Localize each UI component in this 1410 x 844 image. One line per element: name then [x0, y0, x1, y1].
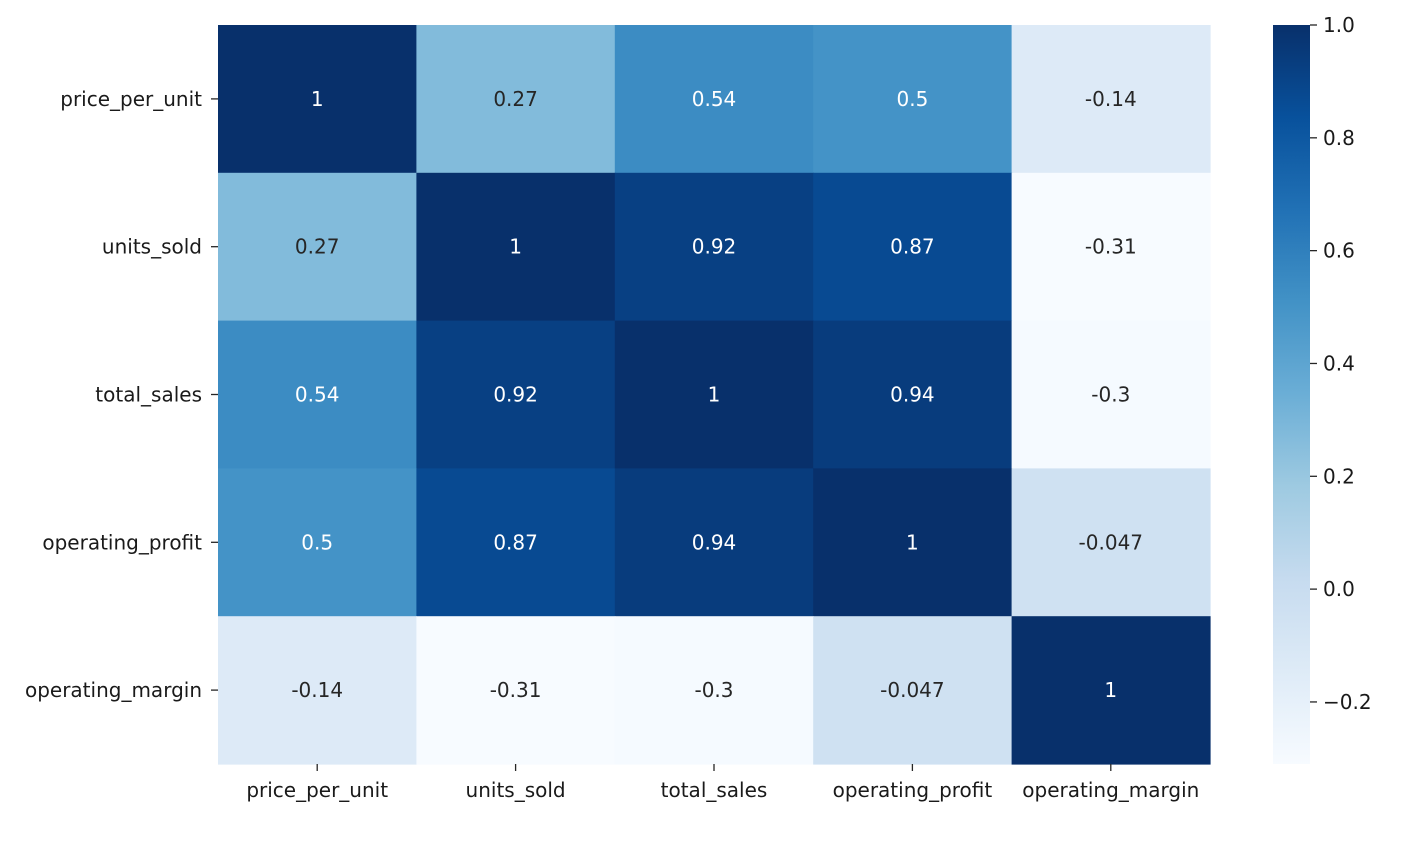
cell-annotation: 0.92: [692, 235, 737, 259]
heatmap-cell-r3-c2: [614, 468, 814, 617]
heatmap-cell-r2-c4: [1011, 320, 1211, 469]
cell-annotation: -0.3: [1091, 383, 1130, 407]
cell-annotation: 0.54: [295, 383, 340, 407]
cell-annotation: -0.047: [1079, 530, 1143, 554]
cell-annotation: 1: [906, 530, 919, 554]
cell-annotation: 0.27: [295, 235, 340, 259]
heatmap-cell-r1-c1: [416, 172, 616, 322]
heatmap-cell-r4-c0: [218, 616, 417, 765]
heatmap-cell-r1-c4: [1011, 172, 1211, 322]
y-tick-label: operating_margin: [25, 678, 202, 702]
colorbar-gradient: [1273, 25, 1310, 764]
heatmap-cell-r3-c3: [813, 468, 1013, 617]
y-tick-label: price_per_unit: [60, 87, 202, 111]
heatmap-cell-r1-c2: [614, 172, 814, 322]
heatmap-cell-r0-c1: [416, 25, 616, 174]
heatmap-cell-r2-c3: [813, 320, 1013, 469]
heatmap-cell-r2-c1: [416, 320, 616, 469]
heatmap-cell-r4-c3: [813, 616, 1013, 765]
heatmap-cell-r1-c3: [813, 172, 1013, 322]
heatmap-cell-r2-c2: [614, 320, 814, 469]
cell-annotation: 1: [708, 383, 721, 407]
heatmap-cell-r4-c1: [416, 616, 616, 765]
heatmap-cell-r3-c0: [218, 468, 417, 617]
x-axis: price_per_unit units_sold total_sales opera…: [246, 764, 1199, 802]
cell-annotation: -0.14: [291, 678, 343, 702]
heatmap-cell-r3-c1: [416, 468, 616, 617]
cell-annotation: 0.94: [692, 530, 737, 554]
cell-annotation: 0.87: [890, 235, 935, 259]
cell-annotation: 0.5: [301, 530, 333, 554]
heatmap-cell-r0-c4: [1011, 25, 1211, 174]
colorbar-tick-label: 1.0: [1323, 13, 1355, 37]
cell-annotation: 1: [1104, 678, 1117, 702]
heatmap-cell-r1-c0: [218, 172, 417, 322]
cell-annotation: 0.27: [493, 87, 538, 111]
cell-annotation: -0.14: [1085, 87, 1137, 111]
cell-annotation: 0.5: [896, 87, 928, 111]
cell-annotation: 0.94: [890, 383, 935, 407]
heatmap-cell-r2-c0: [218, 320, 417, 469]
heatmap-cell-r4-c2: [614, 616, 814, 765]
heatmap-cell-r4-c4: [1011, 616, 1211, 765]
y-tick-label: operating_profit: [42, 530, 202, 554]
cell-annotation: -0.31: [490, 678, 542, 702]
colorbar-tick-label: −0.2: [1323, 690, 1372, 714]
x-tick-label: total_sales: [661, 778, 768, 802]
heatmap-cell-r3-c4: [1011, 468, 1211, 617]
x-tick-label: price_per_unit: [246, 778, 388, 802]
colorbar-tick-label: 0.8: [1323, 126, 1355, 150]
cell-annotation: 0.54: [692, 87, 737, 111]
x-tick-label: operating_margin: [1022, 778, 1199, 802]
colorbar-tick-label: 0.2: [1323, 464, 1355, 488]
heatmap-cells: [218, 25, 1211, 765]
cell-annotation: 1: [509, 235, 522, 259]
cell-annotation: -0.3: [694, 678, 733, 702]
y-tick-label: units_sold: [102, 235, 202, 259]
x-tick-label: units_sold: [466, 778, 566, 802]
heatmap-annotations: 1 0.27 0.54 0.5 -0.140.27 1 0.92 0.87 -0.310.54 0…: [291, 87, 1143, 702]
cell-annotation: 0.87: [493, 530, 538, 554]
cell-annotation: 1: [311, 87, 324, 111]
cell-annotation: -0.047: [880, 678, 944, 702]
colorbar: 1.0 0.8 0.6 0.4 0.2 0.0 −0.2: [1273, 13, 1372, 764]
colorbar-tick-label: 0.6: [1323, 239, 1355, 263]
y-axis: price_per_unit units_sold total_salesopera…: [25, 87, 218, 702]
cell-annotation: 0.92: [493, 383, 538, 407]
heatmap-cell-r0-c2: [614, 25, 814, 174]
heatmap-cell-r0-c0: [218, 25, 417, 174]
y-tick-label: total_sales: [95, 383, 202, 407]
x-tick-label: operating_profit: [833, 778, 993, 802]
cell-annotation: -0.31: [1085, 235, 1137, 259]
heatmap-cell-r0-c3: [813, 25, 1013, 174]
colorbar-tick-label: 0.0: [1323, 577, 1355, 601]
colorbar-tick-label: 0.4: [1323, 351, 1355, 375]
